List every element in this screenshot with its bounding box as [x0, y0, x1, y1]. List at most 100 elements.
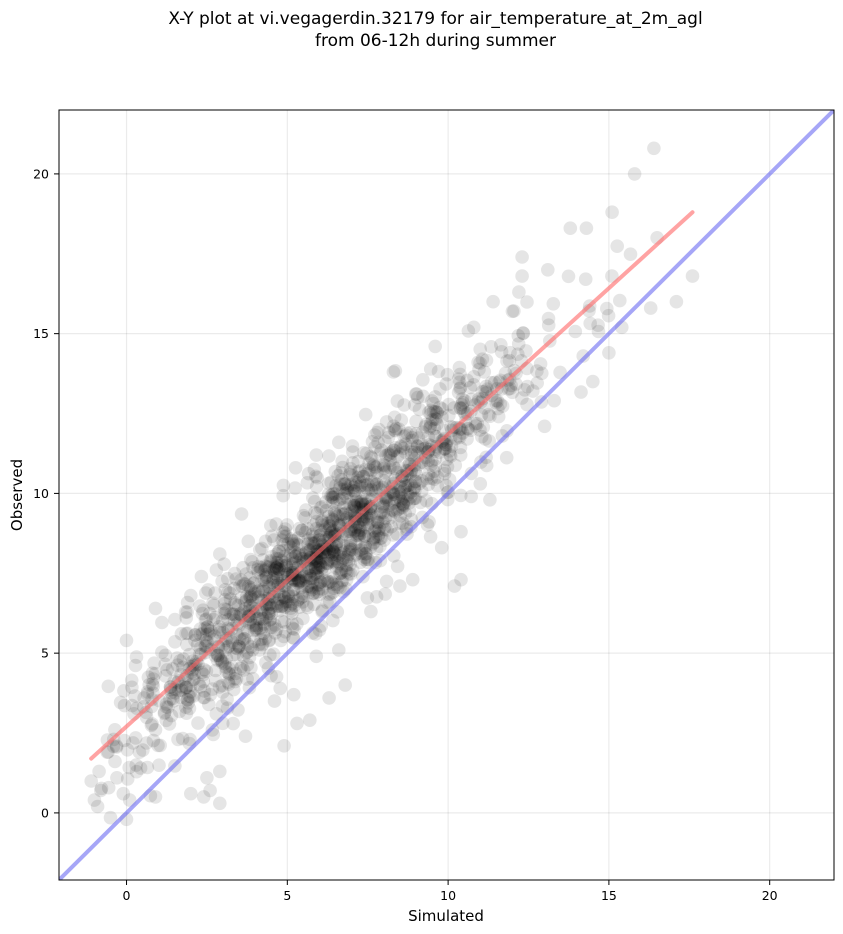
scatter-point [255, 573, 269, 588]
scatter-point [333, 580, 347, 595]
scatter-point [395, 516, 410, 530]
scatter-point [349, 547, 364, 561]
scatter-point [404, 448, 419, 462]
scatter-point [365, 463, 379, 478]
scatter-point [252, 643, 267, 657]
scatter-point [209, 563, 224, 577]
scatter-point [234, 591, 248, 605]
scatter-point [261, 661, 276, 676]
scatter-point [334, 562, 349, 577]
identity-line [59, 110, 834, 880]
scatter-point [284, 532, 299, 546]
scatter-point [180, 692, 195, 707]
scatter-point [310, 565, 324, 580]
scatter-point [339, 573, 354, 587]
scatter-point [370, 425, 384, 440]
x-tick-label: 15 [601, 888, 617, 903]
scatter-point [311, 584, 326, 599]
scatter-point [277, 529, 291, 544]
scatter-point [285, 533, 299, 548]
scatter-point [199, 633, 213, 647]
x-tick-label: 0 [123, 888, 131, 903]
scatter-point [312, 578, 327, 592]
scatter-point [404, 457, 418, 472]
scatter-point [327, 551, 341, 566]
scatter-point [262, 560, 276, 574]
scatter-point [168, 612, 182, 627]
scatter-point [350, 528, 364, 543]
scatter-point [237, 632, 252, 646]
scatter-point [140, 685, 155, 699]
scatter-point [491, 401, 505, 416]
scatter-point [309, 448, 324, 462]
scatter-point [499, 450, 514, 465]
scatter-point [335, 507, 350, 521]
scatter-point [323, 545, 337, 559]
scatter-point [322, 587, 336, 602]
scatter-point [276, 488, 291, 503]
scatter-point [373, 446, 388, 460]
scatter-point [263, 554, 278, 568]
scatter-point [310, 470, 325, 485]
scatter-point [353, 555, 368, 570]
scatter-point [427, 429, 442, 443]
scatter-point [221, 612, 236, 627]
scatter-point [245, 643, 260, 657]
scatter-point [219, 665, 234, 679]
scatter-point [425, 394, 439, 408]
scatter-point [346, 563, 360, 578]
scatter-point [415, 425, 430, 440]
scatter-point [397, 429, 411, 444]
scatter-point [306, 491, 320, 505]
scatter-point [269, 670, 284, 684]
scatter-point [222, 677, 236, 691]
scatter-point [263, 612, 278, 627]
scatter-point [339, 558, 354, 572]
scatter-point [197, 690, 212, 705]
scatter-point [444, 449, 458, 463]
scatter-point [247, 575, 262, 590]
scatter-point [424, 403, 438, 418]
scatter-point [381, 508, 396, 522]
scatter-point [468, 417, 483, 431]
scatter-point [424, 439, 439, 453]
scatter-point [296, 508, 311, 523]
scatter-point [247, 586, 262, 601]
scatter-point [332, 549, 346, 563]
scatter-point [376, 515, 390, 529]
scatter-point [200, 620, 215, 634]
scatter-point [302, 585, 317, 600]
scatter-point [231, 639, 246, 654]
scatter-point [409, 427, 423, 441]
scatter-point [321, 516, 335, 531]
scatter-point [360, 512, 375, 526]
scatter-point [246, 618, 261, 632]
scatter-point [230, 641, 245, 656]
scatter-point [186, 662, 200, 677]
scatter-point [211, 648, 225, 663]
scatter-point [312, 533, 326, 548]
scatter-point [264, 607, 279, 621]
scatter-point [454, 397, 469, 412]
scatter-point [383, 453, 398, 468]
scatter-point [308, 551, 323, 566]
scatter-point [90, 799, 105, 814]
scatter-point [255, 584, 269, 599]
scatter-point [351, 454, 366, 469]
scatter-point [227, 566, 242, 581]
scatter-point [410, 439, 425, 454]
scatter-point [336, 500, 351, 515]
scatter-point [408, 491, 423, 506]
scatter-point [360, 517, 375, 532]
scatter-point [137, 691, 151, 705]
scatter-point [117, 733, 132, 748]
scatter-point [430, 406, 445, 420]
scatter-point [351, 465, 366, 479]
scatter-point [295, 586, 310, 600]
scatter-point [199, 612, 214, 626]
scatter-point [327, 547, 342, 561]
scatter-point [394, 440, 408, 455]
scatter-point [208, 610, 223, 625]
scatter-point [398, 445, 413, 460]
